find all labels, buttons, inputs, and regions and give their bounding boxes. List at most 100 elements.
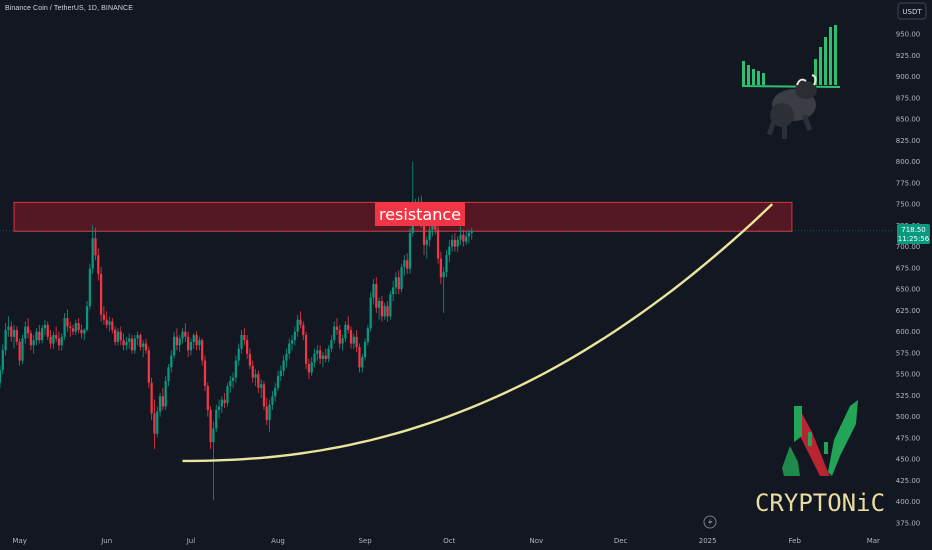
- candle-body: [397, 277, 400, 290]
- candle: [85, 301, 89, 332]
- time-tick-label: Dec: [614, 537, 628, 545]
- candle-body: [57, 338, 61, 346]
- candle: [49, 329, 52, 349]
- candle-body: [142, 343, 145, 347]
- currency-button[interactable]: USDT: [897, 2, 927, 20]
- candle: [327, 345, 330, 363]
- candle-body: [240, 335, 243, 349]
- candle: [335, 318, 339, 336]
- candle: [403, 255, 406, 276]
- decorations-layer: [703, 25, 858, 529]
- candle: [392, 280, 395, 302]
- candle: [32, 335, 35, 354]
- candle: [324, 348, 327, 363]
- candle: [400, 263, 403, 293]
- candle-body: [386, 306, 389, 317]
- candle-body: [217, 406, 221, 410]
- candle-body: [248, 353, 252, 366]
- candle: [88, 263, 91, 310]
- candle-body: [265, 406, 268, 421]
- candle: [170, 350, 173, 373]
- candle-body: [172, 336, 176, 356]
- candle: [307, 358, 311, 380]
- candle: [24, 321, 27, 344]
- candle: [26, 318, 30, 339]
- candle: [0, 365, 2, 388]
- candle-body: [167, 367, 170, 381]
- candle: [377, 297, 381, 320]
- candle-body: [459, 234, 462, 240]
- candle: [288, 338, 291, 359]
- candle: [268, 399, 271, 432]
- candle: [223, 392, 226, 409]
- candle-body: [156, 411, 159, 434]
- candle: [18, 338, 21, 366]
- candle: [338, 324, 341, 349]
- candle-body: [91, 238, 94, 269]
- candle: [310, 357, 313, 376]
- candle: [467, 229, 471, 244]
- candle: [153, 399, 156, 450]
- candle-body: [307, 363, 311, 373]
- lightning-icon[interactable]: [703, 515, 717, 529]
- candle: [63, 312, 66, 341]
- candle-body: [52, 335, 55, 344]
- candle: [226, 382, 229, 407]
- candle: [349, 326, 353, 349]
- candle: [380, 295, 384, 322]
- candle: [389, 290, 392, 320]
- candle-body: [170, 355, 173, 368]
- candle: [321, 352, 325, 368]
- price-tick-label: 900.00: [896, 73, 921, 81]
- candle: [248, 348, 252, 370]
- candle-body: [178, 338, 181, 346]
- candle-body: [406, 260, 409, 269]
- candle: [363, 338, 367, 361]
- price-tick-label: 675.00: [896, 264, 921, 272]
- candle-body: [442, 272, 445, 278]
- candle-body: [245, 340, 249, 354]
- candle-body: [254, 374, 257, 378]
- candle: [116, 328, 120, 346]
- candle-body: [46, 324, 49, 337]
- candle: [274, 382, 277, 402]
- candle: [130, 335, 134, 354]
- candle: [172, 331, 176, 359]
- candle-body: [268, 404, 271, 421]
- candle-body: [99, 273, 103, 315]
- candle-body: [88, 268, 91, 307]
- candle-body: [229, 380, 232, 387]
- candle-body: [12, 329, 16, 337]
- resistance-label: resistance: [375, 202, 465, 226]
- candle: [251, 360, 254, 383]
- price-axis[interactable]: 375.00 400.00 425.00 450.00 475.00 500.00 525.…: [896, 31, 921, 528]
- candle: [29, 329, 33, 351]
- candle: [66, 309, 69, 332]
- last-price-text: 718.50: [901, 226, 926, 234]
- candle: [282, 355, 285, 376]
- candle-body: [372, 284, 375, 298]
- candle: [462, 229, 465, 247]
- support-curve-layer: [182, 203, 774, 463]
- candle-body: [175, 336, 179, 346]
- candle-body: [448, 246, 451, 256]
- candle: [285, 348, 288, 368]
- candle: [279, 365, 282, 381]
- candle-body: [290, 340, 294, 344]
- candle-body: [40, 328, 44, 341]
- time-axis[interactable]: May Jun Jul Aug Sep Oct Nov Dec 2025 Feb Mar: [12, 537, 880, 545]
- candle-body: [21, 338, 24, 361]
- candle-body: [321, 355, 325, 359]
- candle: [445, 250, 448, 278]
- candle: [158, 392, 162, 417]
- candle-body: [201, 340, 204, 361]
- price-tick-label: 775.00: [896, 179, 921, 187]
- candle: [470, 227, 473, 240]
- candle: [102, 306, 106, 325]
- candle: [260, 379, 263, 398]
- candle: [375, 277, 378, 313]
- candle: [319, 345, 322, 364]
- candle-body: [327, 348, 330, 359]
- price-tick-label: 850.00: [896, 116, 921, 124]
